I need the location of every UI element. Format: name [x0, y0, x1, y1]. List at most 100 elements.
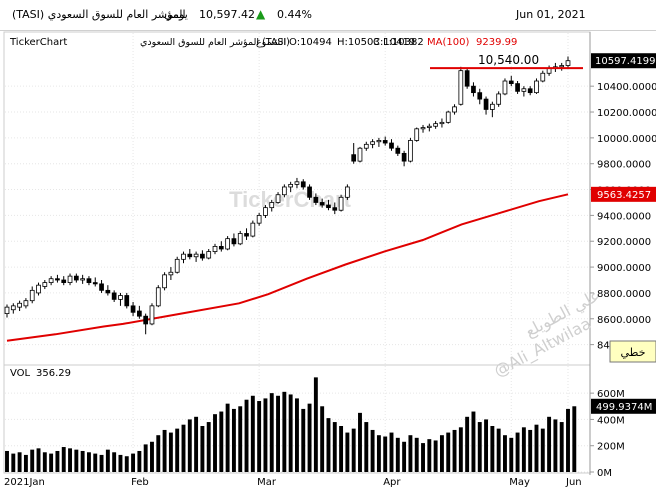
candle — [137, 305, 142, 319]
candle-body — [288, 183, 294, 188]
volume-bar — [61, 447, 66, 472]
volume-bar — [307, 403, 312, 472]
volume-bar — [137, 450, 142, 472]
candle-body — [23, 300, 29, 307]
candle — [130, 301, 136, 317]
candle — [389, 139, 394, 151]
candle — [86, 276, 92, 286]
candle — [55, 274, 60, 283]
volume-bar — [547, 416, 552, 472]
volume-bar — [301, 408, 306, 472]
volume-bar — [42, 452, 47, 472]
candle — [445, 110, 451, 124]
candle — [490, 101, 495, 118]
volume-bar — [414, 437, 419, 472]
candle-body — [42, 282, 48, 287]
candle-body — [111, 292, 117, 300]
candle — [527, 86, 533, 96]
volume-bar — [49, 453, 54, 472]
candle-body — [521, 88, 527, 92]
price-tick-label: 8600.0000 — [597, 315, 651, 326]
candle-body — [73, 275, 79, 281]
candle-body — [565, 60, 571, 66]
price-grid — [5, 85, 589, 346]
info-open: O:10494 — [289, 37, 332, 48]
candle — [225, 236, 230, 251]
volume-bar — [383, 436, 388, 472]
candle — [149, 303, 155, 326]
volume-bar — [509, 437, 514, 472]
candle — [105, 285, 111, 296]
time-tick-label: Jun — [565, 477, 582, 488]
candle-body — [452, 106, 457, 113]
volume-bar — [156, 435, 161, 472]
volume-bar — [339, 426, 344, 472]
candle — [345, 184, 350, 200]
candle — [559, 62, 565, 71]
candle-body — [351, 154, 357, 162]
candle — [546, 65, 552, 76]
candle — [439, 118, 445, 128]
candle-body — [370, 141, 375, 145]
candle — [80, 274, 85, 284]
candle — [540, 70, 546, 83]
candle — [200, 250, 205, 261]
scale-toggle-button[interactable] — [609, 340, 656, 363]
candle — [263, 205, 268, 218]
volume-bar — [553, 419, 558, 472]
volume-bar — [446, 432, 451, 472]
volume-bar — [465, 416, 470, 472]
volume-bar — [389, 432, 394, 472]
ma-price-box — [591, 186, 656, 202]
candle-body — [206, 251, 212, 259]
last-price-label: 10597.4199 — [595, 56, 655, 67]
candle-body — [67, 275, 73, 283]
volume-bar — [30, 449, 35, 472]
volume-bar — [521, 427, 526, 472]
price-tick-label: 10400.0000 — [597, 82, 656, 93]
header-change-pct: 0.44% — [277, 8, 312, 21]
candle-body — [477, 92, 483, 100]
price-tick-label: 10000.0000 — [597, 134, 656, 145]
volume-bar — [528, 429, 533, 472]
candle — [61, 276, 67, 286]
candle-body — [168, 271, 174, 276]
candle-body — [143, 315, 149, 325]
volume-bar — [225, 403, 230, 472]
candle — [414, 127, 420, 142]
volume-bar — [471, 411, 476, 472]
candle-body — [433, 123, 438, 127]
candle — [124, 292, 130, 309]
candle — [351, 143, 357, 164]
candle — [300, 179, 306, 190]
time-tick-label: 2021Jan — [4, 477, 45, 488]
candle — [162, 272, 167, 291]
info-index-name: المؤشر العام للسوق السعودي (TASI) — [140, 37, 290, 48]
candle — [118, 292, 123, 306]
volume-bar — [395, 437, 400, 472]
candle — [420, 124, 426, 133]
volume-bar — [124, 456, 129, 472]
volume-bar — [313, 377, 318, 472]
candle-body — [48, 278, 54, 283]
volume-bar — [99, 454, 104, 472]
volume-bar — [112, 452, 117, 472]
candle-body — [29, 289, 35, 302]
candle-body — [313, 196, 319, 203]
candle-body — [319, 202, 325, 206]
volume-bar — [219, 411, 224, 472]
candle-body — [515, 83, 520, 92]
volume-bar — [68, 448, 72, 472]
candle — [218, 241, 224, 252]
price-tick-label: 9000.0000 — [597, 263, 651, 274]
price-tick-label: 10200.0000 — [597, 108, 656, 119]
candle-body — [382, 140, 388, 144]
time-tick-label: Mar — [257, 477, 277, 488]
header-index-name: المؤشر العام للسوق السعودي (TASI) — [12, 8, 186, 21]
volume-bar — [332, 422, 337, 472]
volume-bar — [534, 424, 539, 472]
candle-body — [445, 111, 451, 123]
candle-body — [212, 246, 218, 252]
candle — [99, 280, 104, 293]
